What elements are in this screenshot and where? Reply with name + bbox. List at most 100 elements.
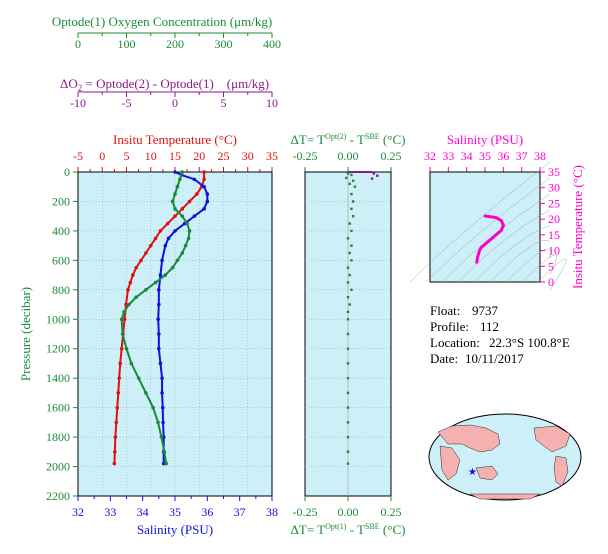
delta-t-top-point xyxy=(370,177,374,180)
tick-label: 37 xyxy=(516,149,528,163)
ts-point xyxy=(500,228,503,232)
delta-t-bottom-ticks: -0.25 0.00 0.25 xyxy=(293,496,402,519)
ts-density-contours xyxy=(409,161,567,291)
delta-t-top-point xyxy=(372,172,375,175)
tick-label: 1200 xyxy=(46,342,70,356)
delta-t-point xyxy=(350,229,353,233)
tick-label: 1600 xyxy=(46,401,70,415)
optode-1-oxygen-concentration-point xyxy=(127,302,131,307)
float-value: 9737 xyxy=(472,303,499,318)
tick-label: -5 xyxy=(73,149,83,163)
salinity-point xyxy=(157,288,161,292)
location-value: 22.3°S 100.8°E xyxy=(489,335,570,350)
tick-label: 35 xyxy=(266,149,278,163)
tick-label: 0.25 xyxy=(381,505,402,519)
delta-t-point xyxy=(346,462,350,465)
delta-t-point xyxy=(348,182,351,185)
delta-t-point xyxy=(346,435,350,439)
tick-label: 33 xyxy=(442,149,454,163)
delta-t-point xyxy=(346,172,350,175)
delta-t-point xyxy=(346,376,350,380)
salinity-point xyxy=(173,170,177,174)
delta-t-point xyxy=(346,237,350,240)
tick-label: 25 xyxy=(218,149,230,163)
pressure-axis-label: Pressure (decibar) xyxy=(18,287,33,381)
salinity-point xyxy=(202,184,206,189)
ts-point xyxy=(476,255,480,259)
insitu-temperature-point xyxy=(202,170,206,174)
optode-1-oxygen-concentration-point xyxy=(120,332,125,336)
map-south-america xyxy=(553,455,569,487)
salinity-point xyxy=(202,207,206,211)
map-eurasia xyxy=(437,424,501,453)
salinity-point xyxy=(166,236,171,241)
optode-1-oxygen-concentration-point xyxy=(175,184,180,189)
tick-label: 36 xyxy=(201,505,213,519)
insitu-temperature-point xyxy=(124,302,128,307)
optode-1-oxygen-concentration-point xyxy=(151,405,155,410)
tick-label: 38 xyxy=(534,149,546,163)
temperature-axis-ticks: -5 0 5 10 15 20 25 30 35 xyxy=(73,149,278,172)
delta-t-point xyxy=(346,362,350,365)
tick-label: 2200 xyxy=(46,489,70,503)
tick-label: 200 xyxy=(166,37,184,51)
optode-1-oxygen-concentration-point xyxy=(186,236,191,241)
insitu-temperature-point xyxy=(173,214,177,218)
tick-label: 0.00 xyxy=(338,149,359,163)
optode-1-oxygen-concentration-point xyxy=(178,177,182,182)
salinity-point xyxy=(160,405,165,410)
tick-label: -5 xyxy=(122,96,132,110)
optode-1-oxygen-concentration-point xyxy=(180,251,185,255)
delta-t-point xyxy=(350,259,353,262)
date-label: Date: xyxy=(430,351,458,366)
optode-1-oxygen-concentration-point xyxy=(180,170,185,174)
optode-1-oxygen-concentration-point xyxy=(136,376,141,380)
salinity-point xyxy=(156,317,160,322)
main-plot-grid xyxy=(78,172,272,496)
tick-label: 32 xyxy=(72,505,84,519)
tick-label: 30 xyxy=(548,181,560,195)
optode-1-oxygen-concentration-point xyxy=(144,391,148,395)
delta-t-point xyxy=(348,251,351,255)
delta-t-point xyxy=(351,214,355,218)
ts-point xyxy=(483,214,487,218)
tick-label: 5 xyxy=(221,96,227,110)
delta-t-point xyxy=(346,391,350,395)
insitu-temperature-point xyxy=(118,361,122,366)
delta-t-point xyxy=(346,318,350,321)
delta-t-top-ticks: -0.25 0.00 0.25 xyxy=(293,149,402,172)
map-antarctica xyxy=(469,493,541,500)
tick-label: 35 xyxy=(169,505,181,519)
insitu-temperature-point xyxy=(148,243,153,248)
tick-label: 0 xyxy=(75,37,81,51)
salinity-point xyxy=(192,214,197,218)
tick-label: 800 xyxy=(52,283,70,297)
optode-1-oxygen-concentration-point xyxy=(187,229,192,233)
tick-label: 200 xyxy=(52,194,70,208)
insitu-temperature-point xyxy=(202,177,206,182)
map-africa xyxy=(439,445,461,481)
delta-t-point xyxy=(346,406,350,409)
insitu-temperature-point xyxy=(153,236,158,241)
density-contour xyxy=(473,225,551,283)
delta-t-bottom-label: ΔT= TOpt(1) - TSBE (°C) xyxy=(291,522,406,537)
salinity-point xyxy=(163,243,168,248)
tick-label: 100 xyxy=(118,37,136,51)
tick-label: 1000 xyxy=(46,312,70,326)
optode-1-oxygen-concentration-point xyxy=(129,361,134,366)
delta-t-point xyxy=(346,281,350,284)
salinity-point xyxy=(160,258,164,263)
salinity-point xyxy=(161,420,165,425)
ts-point xyxy=(478,249,481,253)
optode-1-oxygen-concentration-point xyxy=(180,214,185,218)
insitu-temperature-point xyxy=(122,317,127,322)
salinity-point xyxy=(161,461,166,466)
insitu-temperature-point xyxy=(180,207,185,211)
tick-label: 600 xyxy=(52,253,70,267)
delta-t-point xyxy=(346,421,350,424)
salinity-point xyxy=(173,229,177,233)
tick-label: 25 xyxy=(548,196,560,210)
insitu-temperature-point xyxy=(165,221,170,226)
tick-label: 0.00 xyxy=(338,505,359,519)
insitu-temperature-point xyxy=(113,450,117,454)
